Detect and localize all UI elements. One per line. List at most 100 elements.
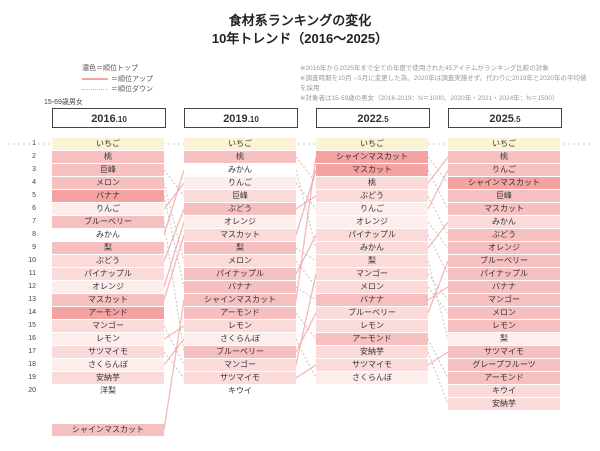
rank-item: レモン [52,333,164,345]
rank-axis-label: 9 [32,244,36,251]
rank-item: ブルーベリー [52,216,164,228]
page-title: 食材系ランキングの変化 [228,13,372,28]
rank-item: マンゴー [448,294,560,306]
rank-item: パイナップル [316,229,428,241]
legend-down-label: ＝順位ダウン [111,86,153,93]
rank-item: キウイ [184,385,296,397]
legend-top-label: 濃色＝順位トップ [82,65,138,72]
footnote: ※調査時期を10月→5月に変更した為、2020年は調査実施せず。代わりに2019… [300,75,587,93]
rank-item: ブルーベリー [316,307,428,319]
rank-item: マスカット [52,294,164,306]
rank-item: パイナップル [184,268,296,280]
rank-item: 洋梨 [52,385,164,397]
rank-item: 巨峰 [448,190,560,202]
rank-item: バナナ [448,281,560,293]
rank-axis-label: 1 [32,140,36,147]
rank-item: 桃 [316,177,428,189]
rank-item: いちご [316,138,428,150]
rank-item: マスカット [184,229,296,241]
rank-axis-label: 16 [28,335,36,342]
rank-item: いちご [448,138,560,150]
column-header-2019: 2019.10 [184,108,298,128]
rank-axis-label: 15 [28,322,36,329]
rank-item: メロン [184,255,296,267]
rank-axis-label: 7 [32,218,36,225]
legend-down-row: ＝順位ダウン [82,85,153,96]
rank-item: 安納芋 [52,372,164,384]
rank-item: りんご [316,203,428,215]
rank-item: オレンジ [52,281,164,293]
rank-axis-label: 10 [28,257,36,264]
rank-item: マンゴー [52,320,164,332]
rank-axis-label: 14 [28,309,36,316]
rank-item: りんご [184,177,296,189]
rank-item: サツマイモ [52,346,164,358]
rank-axis-label: 13 [28,296,36,303]
column-month: .5 [381,115,389,124]
rank-item: レモン [184,320,296,332]
rank-down-line-icon [82,88,108,90]
column-header-2025: 2025.5 [448,108,562,128]
rank-item: みかん [184,164,296,176]
rank-axis-label: 5 [32,192,36,199]
column-year: 2016 [91,113,116,125]
column-month: .5 [513,115,521,124]
column-year: 2022 [357,113,382,125]
column-header-2022: 2022.5 [316,108,430,128]
rank-item: バナナ [184,281,296,293]
rank-item: マンゴー [184,359,296,371]
rank-item: レモン [316,320,428,332]
rank-item: 桃 [448,151,560,163]
rank-up-line-icon [82,77,108,80]
ranking-chart: 1 2 3 4 5 6 7 8 9 10 11 12 13 14 15 16 17 18 19 20 2016.10 いち… [0,104,600,451]
rank-item: アーモンド [316,333,428,345]
column-month: .10 [247,115,259,124]
rank-axis-label: 17 [28,348,36,355]
rank-item: シャインマスカット [448,177,560,189]
rank-item: サツマイモ18 [184,372,296,384]
rank-item: サツマイモ [316,359,428,371]
legend-up-label: ＝順位アップ [111,75,153,83]
rank-item: 安納芋 [316,346,428,358]
rank-item: 桃 [184,151,296,163]
page-subtitle: 10年トレンド（2016〜2025） [211,30,389,46]
rank-item: 梨 [316,255,428,267]
column-year: 2025 [489,113,514,125]
rank-axis-label: 8 [32,231,36,238]
rank-item: アーモンド [52,307,164,319]
rank-item: ぶどう [448,229,560,241]
trend-lines [8,143,592,431]
rank-axis-label: 6 [32,205,36,212]
legend-top-row: 濃色＝順位トップ [82,64,153,75]
rank-item: バナナ [52,190,164,202]
rank-item: メロン [316,281,428,293]
rank-item: サツマイモ [448,346,560,358]
rank-item: バナナ [316,294,428,306]
footnote: ※対象者は15-59歳の男女（2016-2019：N＝1000、2020年・20… [300,95,559,103]
rank-item: オレンジ [184,216,296,228]
rank-item: オレンジ [448,242,560,254]
rank-item: いちご [184,138,296,150]
rank-item: メロン [52,177,164,189]
legend-up-row: ＝順位アップ [82,75,153,86]
rank-axis-label: 12 [28,283,36,290]
rank-item: 梨 [184,242,296,254]
rank-item: さくらんぼ [316,372,428,384]
rank-item: パイナップル [52,268,164,280]
rank-item: パイナップル [448,268,560,280]
rank-axis-label: 18 [28,361,36,368]
rank-item: 安納芋 [448,398,560,410]
rank-item: いちご [52,138,164,150]
rank-item: シャインマスカット [316,151,428,163]
rank-item: さくらんぼ [184,333,296,345]
rank-item: オレンジ [316,216,428,228]
column-month: .10 [115,115,127,124]
rank-item: ぶどう [316,190,428,202]
rank-item: ぶどう [52,255,164,267]
rank-item: レモン14 [448,320,560,332]
rank-item: みかん [448,216,560,228]
rank-item: マスカット [448,203,560,215]
rank-axis-label: 11 [28,270,36,277]
rank-item: シャインマスカット [184,294,296,306]
